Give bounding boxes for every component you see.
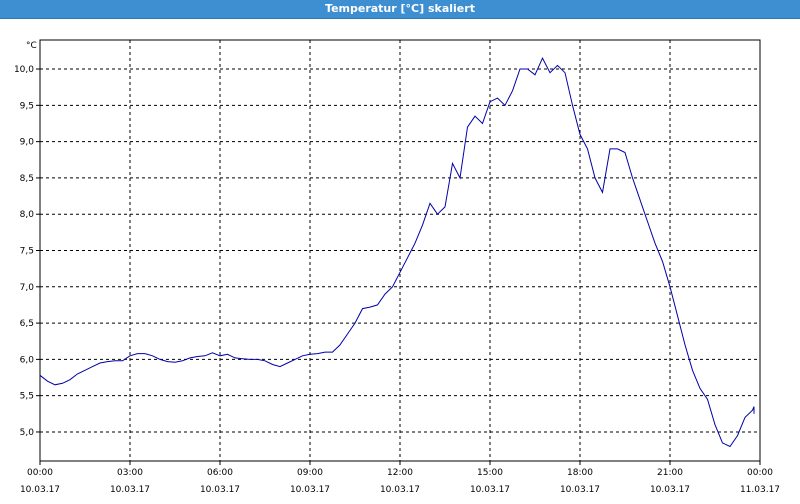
y-tick-label: 8,0 [20, 210, 35, 220]
y-tick-label: 6,5 [20, 319, 34, 329]
x-tick-date-label: 10.03.17 [290, 485, 330, 495]
y-tick-label: 7,0 [20, 283, 35, 293]
y-tick-label: 8,5 [20, 174, 34, 184]
y-tick-label: 6,0 [20, 355, 35, 365]
x-tick-time-label: 15:00 [477, 468, 503, 478]
y-axis-label: °C [26, 41, 37, 51]
x-tick-time-label: 06:00 [207, 468, 233, 478]
chart-title-bar: Temperatur [°C] skaliert [0, 0, 800, 19]
x-tick-time-label: 12:00 [387, 468, 413, 478]
x-tick-date-label: 10.03.17 [110, 485, 150, 495]
x-tick-date-label: 10.03.17 [380, 485, 420, 495]
y-axis: 10,0 9,5 9,0 8,5 8,0 7,5 7,0 6,5 6,0 5,5 5,0 [14, 65, 40, 438]
x-tick-date-label: 10.03.17 [200, 485, 240, 495]
x-tick-time-label: 00:00 [27, 468, 53, 478]
chart-title: Temperatur [°C] skaliert [325, 2, 475, 15]
y-tick-label: 7,5 [20, 247, 34, 257]
x-tick-date-label: 11.03.17 [740, 485, 780, 495]
grid-lines [40, 40, 760, 461]
x-tick-date-label: 10.03.17 [470, 485, 510, 495]
y-tick-label: 9,5 [20, 101, 34, 111]
chart-area: 10,0 9,5 9,0 8,5 8,0 7,5 7,0 6,5 6,0 5,5 5,0 00:00… [0, 19, 800, 500]
x-tick-date-label: 10.03.17 [20, 485, 60, 495]
y-tick-label: 9,0 [20, 138, 35, 148]
x-tick-time-label: 09:00 [297, 468, 323, 478]
y-tick-label: 10,0 [14, 65, 34, 75]
x-tick-time-label: 21:00 [657, 468, 683, 478]
x-tick-time-label: 03:00 [117, 468, 143, 478]
x-tick-date-label: 10.03.17 [650, 485, 690, 495]
y-tick-label: 5,0 [20, 428, 35, 438]
x-axis: 00:00 10.03.17 03:00 10.03.17 06:00 10.03.17 0… [20, 461, 780, 495]
x-tick-time-label: 18:00 [567, 468, 593, 478]
temperature-series-line [39, 56, 755, 448]
y-tick-label: 5,5 [20, 392, 34, 402]
x-tick-time-label: 00:00 [747, 468, 773, 478]
temperature-chart: 10,0 9,5 9,0 8,5 8,0 7,5 7,0 6,5 6,0 5,5 5,0 00:00… [14, 39, 780, 495]
x-tick-date-label: 10.03.17 [560, 485, 600, 495]
